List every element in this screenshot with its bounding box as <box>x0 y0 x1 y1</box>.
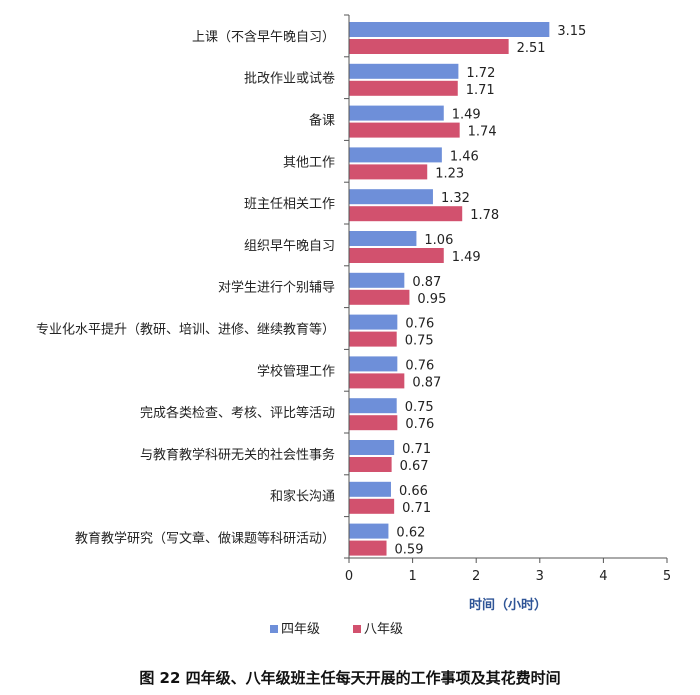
x-tick-label: 5 <box>663 569 671 584</box>
bar-four-grade <box>349 398 397 414</box>
value-label: 1.06 <box>424 233 453 248</box>
legend-label-four-grade: 四年级 <box>281 622 320 637</box>
category-label: 组织早午晚自习 <box>244 239 335 254</box>
bar-four-grade <box>349 523 389 539</box>
value-label: 0.76 <box>405 358 434 373</box>
value-label: 1.49 <box>452 250 481 265</box>
bar-four-grade <box>349 440 395 455</box>
value-label: 0.71 <box>402 442 431 457</box>
value-label: 0.59 <box>395 543 424 558</box>
value-label: 1.71 <box>466 83 495 98</box>
bar-four-grade <box>349 147 442 163</box>
category-labels: 上课（不含早午晚自习） 批改作业或试卷备课其他工作班主任相关工作组织早午晚自习对学… <box>36 29 335 547</box>
bar-eight-grade <box>349 122 460 138</box>
category-label: 上课（不含早午晚自习） <box>192 29 335 45</box>
bar-four-grade <box>349 22 550 37</box>
category-label: 对学生进行个别辅导 <box>218 280 335 296</box>
category-label: 专业化水平提升（教研、培训、进修、继续教育等） <box>36 322 335 338</box>
figure-caption: 图 22 四年级、八年级班主任每天开展的工作事项及其花费时间 <box>139 669 560 687</box>
value-label: 1.72 <box>466 66 495 81</box>
bar-four-grade <box>349 481 391 497</box>
category-label: 备课 <box>309 113 335 129</box>
bar-eight-grade <box>349 80 458 96</box>
bars-layer <box>349 22 550 556</box>
bar-eight-grade <box>349 39 509 54</box>
x-tick-label: 2 <box>472 569 480 584</box>
legend: 四年级 八年级 <box>270 622 403 637</box>
bar-eight-grade <box>349 540 387 556</box>
value-label: 0.66 <box>399 484 428 499</box>
value-label: 0.62 <box>396 526 425 541</box>
value-labels: 3.15 2.51 1.72 1.71 1.49 1.74 1.46 1.23 1.321.78… <box>395 24 587 558</box>
bar-four-grade <box>349 231 417 246</box>
value-label: 0.87 <box>412 375 441 390</box>
value-label: 0.87 <box>412 275 441 290</box>
value-label: 1.23 <box>435 166 464 181</box>
category-label: 与教育教学科研无关的社会性事务 <box>140 447 335 463</box>
bar-eight-grade <box>349 415 398 431</box>
legend-label-eight-grade: 八年级 <box>364 622 403 637</box>
category-label: 班主任相关工作 <box>244 197 335 212</box>
value-label: 0.71 <box>402 501 431 516</box>
bar-eight-grade <box>349 498 395 514</box>
bar-eight-grade <box>349 164 428 180</box>
bar-four-grade <box>349 189 433 205</box>
category-label: 批改作业或试卷 <box>244 71 335 87</box>
value-label: 0.75 <box>405 334 434 349</box>
value-label: 1.46 <box>450 149 479 164</box>
x-tick-label: 0 <box>345 569 353 584</box>
bar-four-grade <box>349 314 398 330</box>
value-label: 1.32 <box>441 191 470 206</box>
bar-four-grade <box>349 356 398 372</box>
value-label: 0.75 <box>405 400 434 415</box>
value-label: 2.51 <box>517 41 546 56</box>
bar-four-grade <box>349 63 459 79</box>
value-label: 0.76 <box>405 317 434 332</box>
bar-four-grade <box>349 105 444 121</box>
value-label: 0.95 <box>417 292 446 307</box>
category-label: 其他工作 <box>283 155 335 170</box>
legend-swatch-four-grade <box>270 625 278 633</box>
bar-eight-grade <box>349 206 463 222</box>
value-label: 3.15 <box>557 24 586 39</box>
axes <box>344 14 668 563</box>
bar-four-grade <box>349 272 405 288</box>
value-label: 1.74 <box>468 125 497 140</box>
x-tick-label: 1 <box>408 569 416 584</box>
category-label: 和家长沟通 <box>270 489 335 505</box>
bar-eight-grade <box>349 373 405 389</box>
bar-eight-grade <box>349 457 392 472</box>
category-label: 学校管理工作 <box>257 363 335 379</box>
value-label: 0.76 <box>405 417 434 432</box>
bar-eight-grade <box>349 331 397 347</box>
legend-swatch-eight-grade <box>353 625 361 633</box>
category-label: 完成各类检查、考核、评比等活动 <box>140 405 335 421</box>
value-label: 1.49 <box>452 108 481 123</box>
x-tick-label: 3 <box>536 569 544 584</box>
x-tick-label: 4 <box>599 569 607 584</box>
bar-eight-grade <box>349 248 444 263</box>
value-label: 1.78 <box>470 208 499 223</box>
category-label: 教育教学研究（写文章、做课题等科研活动） <box>75 531 335 547</box>
x-tick-labels: 0 1 2 3 4 5 <box>345 569 671 584</box>
x-axis-title: 时间（小时） <box>469 597 547 613</box>
value-label: 0.67 <box>400 459 429 474</box>
bar-eight-grade <box>349 289 410 305</box>
